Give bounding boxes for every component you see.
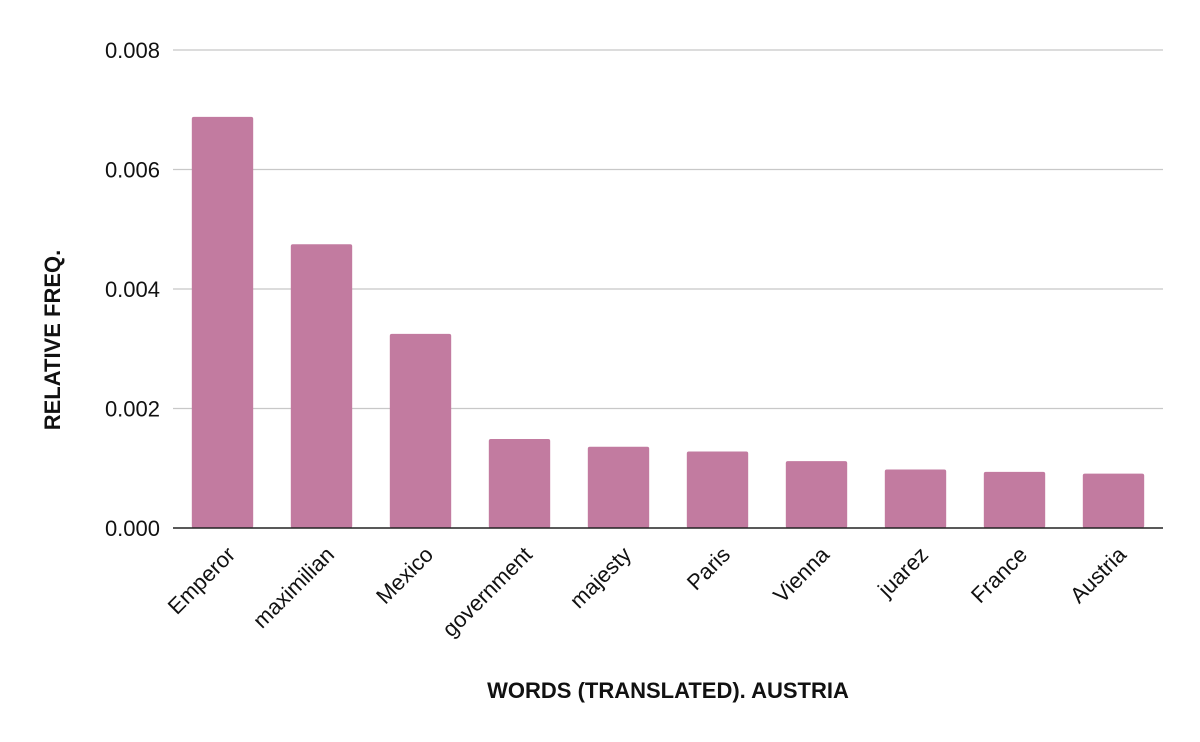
x-tick-label: Emperor [163, 542, 240, 619]
x-axis-tick-labels: Emperor maximilian Mexico government majesty… [163, 541, 1132, 641]
bar-government [488, 438, 551, 528]
bar-juarez [884, 469, 947, 528]
y-tick-label: 0.000 [105, 516, 160, 541]
x-tick-label: majesty [565, 542, 636, 613]
y-tick-label: 0.002 [105, 397, 160, 422]
y-tick-label: 0.004 [105, 277, 160, 302]
bar-vienna [785, 461, 848, 528]
x-tick-label: Austria [1065, 541, 1132, 608]
y-tick-label: 0.008 [105, 38, 160, 63]
x-tick-label: Mexico [371, 542, 438, 609]
bar-majesty [587, 446, 650, 528]
bars [191, 116, 1145, 529]
bar-paris [686, 451, 749, 528]
bar-mexico [389, 333, 452, 528]
bar-maximilian [290, 244, 353, 528]
x-tick-label: Vienna [768, 541, 834, 607]
y-tick-label: 0.006 [105, 158, 160, 183]
x-axis-title: WORDS (TRANSLATED). AUSTRIA [487, 678, 849, 703]
bar-emperor [191, 116, 254, 529]
x-tick-label: government [437, 542, 537, 642]
x-tick-label: France [966, 542, 1032, 608]
x-tick-label: Paris [682, 542, 735, 595]
y-axis-title: RELATIVE FREQ. [40, 250, 65, 431]
bar-austria [1082, 473, 1145, 528]
bar-france [983, 471, 1046, 528]
y-axis-tick-labels: 0.000 0.002 0.004 0.006 0.008 [105, 38, 160, 541]
x-tick-label: maximilian [248, 542, 339, 633]
x-tick-label: juarez [872, 542, 933, 603]
